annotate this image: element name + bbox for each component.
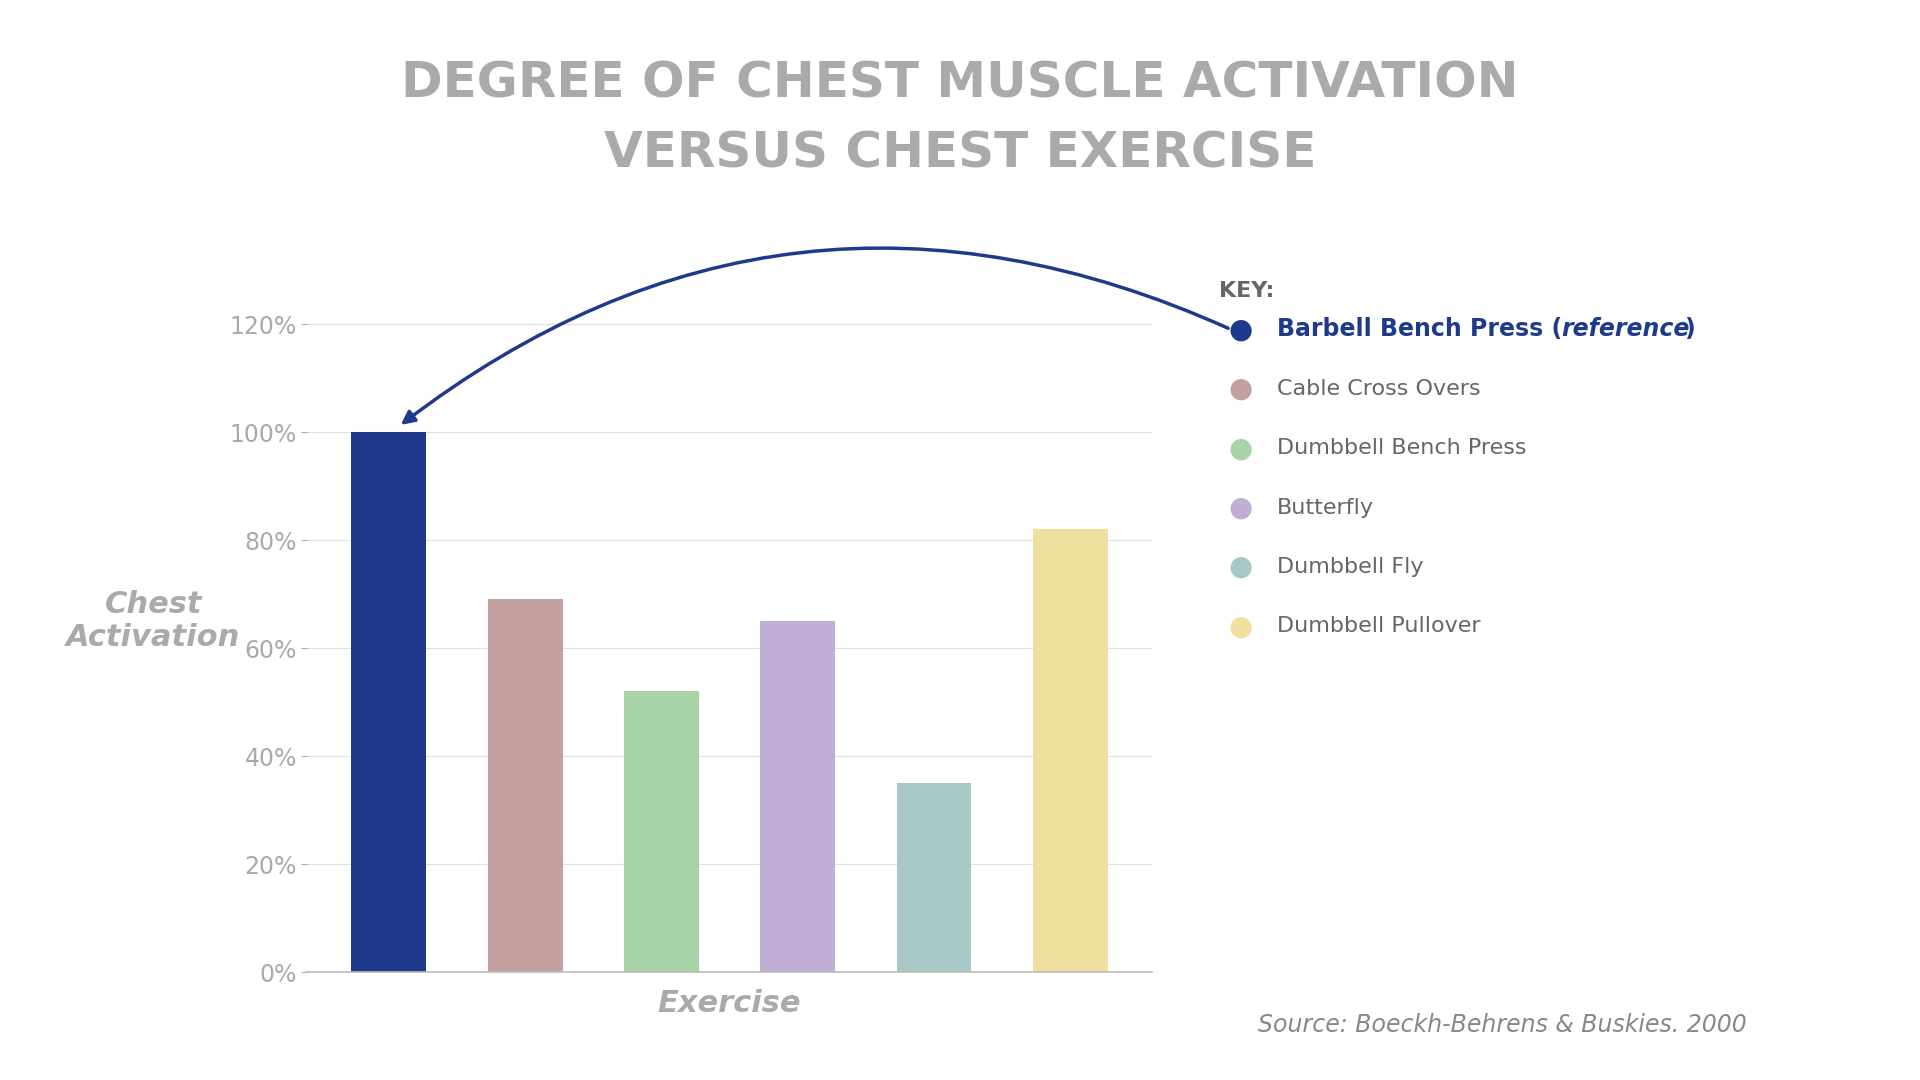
Text: ●: ● bbox=[1229, 434, 1254, 462]
Text: Dumbbell Fly: Dumbbell Fly bbox=[1277, 557, 1423, 577]
Text: VERSUS CHEST EXERCISE: VERSUS CHEST EXERCISE bbox=[603, 130, 1317, 177]
Bar bbox=[351, 432, 426, 972]
Text: Dumbbell Pullover: Dumbbell Pullover bbox=[1277, 617, 1480, 636]
Text: Barbell Bench Press (: Barbell Bench Press ( bbox=[1277, 318, 1563, 341]
Text: KEY:: KEY: bbox=[1219, 281, 1275, 301]
Text: ●: ● bbox=[1229, 494, 1254, 522]
Bar bbox=[897, 783, 972, 972]
Bar bbox=[1033, 529, 1108, 972]
Text: Butterfly: Butterfly bbox=[1277, 498, 1375, 517]
X-axis label: Exercise: Exercise bbox=[659, 988, 801, 1017]
Bar bbox=[624, 691, 699, 972]
Text: Dumbbell Bench Press: Dumbbell Bench Press bbox=[1277, 438, 1526, 458]
Text: DEGREE OF CHEST MUSCLE ACTIVATION: DEGREE OF CHEST MUSCLE ACTIVATION bbox=[401, 59, 1519, 107]
Text: ): ) bbox=[1684, 318, 1695, 341]
Y-axis label: Chest
Activation: Chest Activation bbox=[65, 590, 240, 652]
Text: reference: reference bbox=[1561, 318, 1690, 341]
Text: Source: Boeckh-Behrens & Buskies. 2000: Source: Boeckh-Behrens & Buskies. 2000 bbox=[1258, 1013, 1747, 1037]
Text: ●: ● bbox=[1229, 375, 1254, 403]
Text: ●: ● bbox=[1229, 553, 1254, 581]
Bar bbox=[760, 621, 835, 972]
Text: Cable Cross Overs: Cable Cross Overs bbox=[1277, 379, 1480, 399]
Text: ●: ● bbox=[1229, 315, 1254, 343]
Text: ●: ● bbox=[1229, 612, 1254, 640]
Bar bbox=[488, 599, 563, 972]
